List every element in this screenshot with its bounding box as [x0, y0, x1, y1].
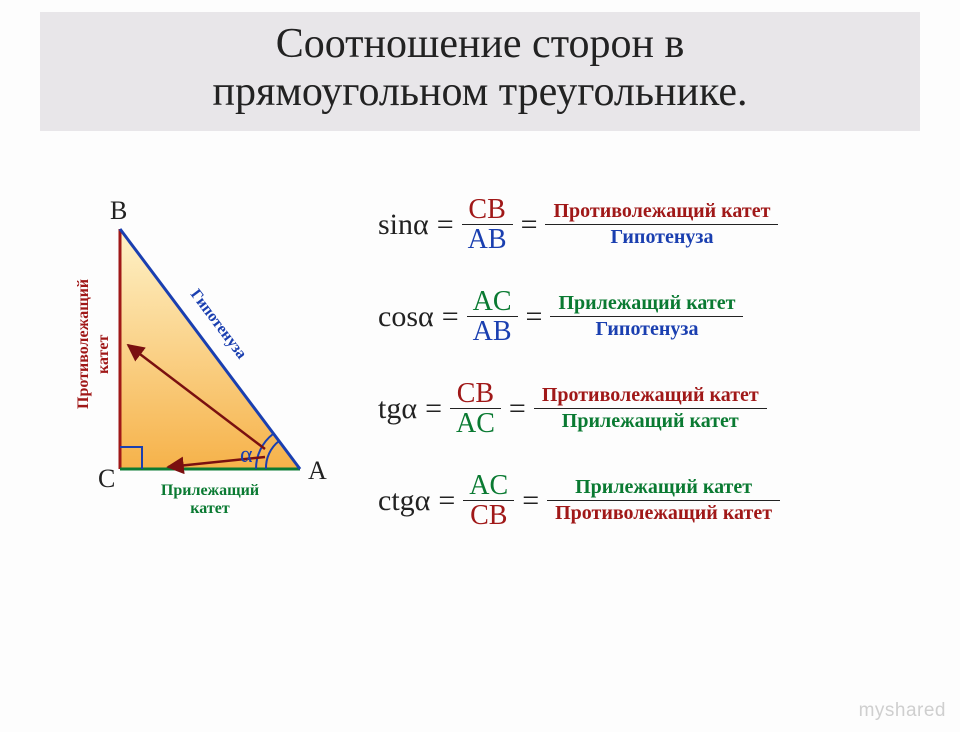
triangle-column: B C A α Противолежащий катет Гипотенуза … [50, 179, 350, 539]
denominator: AC [450, 409, 501, 438]
title-bar: Соотношение сторон в прямоугольном треуг… [40, 12, 920, 131]
equals: = [509, 392, 526, 426]
fn-name: cosα [378, 300, 434, 334]
ratio-sides: CBAB [462, 195, 513, 255]
equals: = [521, 208, 538, 242]
formula-row-ctgα: ctgα=ACCB=Прилежащий катетПротиволежащий… [378, 455, 910, 547]
ratio-sides: ACCB [463, 471, 514, 531]
equals: = [526, 300, 543, 334]
numerator-word: Противолежащий катет [534, 383, 767, 408]
equals: = [522, 484, 539, 518]
denominator-word: Гипотенуза [587, 317, 706, 342]
denominator: AB [467, 317, 518, 346]
denominator: AB [462, 225, 513, 254]
adjacent-label-2: катет [190, 500, 230, 517]
fn-name: ctgα [378, 484, 430, 518]
watermark: myshared [859, 700, 946, 722]
ratio-words: Прилежащий катетГипотенуза [550, 291, 743, 342]
ratio-words: Противолежащий катетПрилежащий катет [534, 383, 767, 434]
title-line-2: прямоугольном треугольнике. [213, 69, 748, 115]
formula-row-tgα: tgα=CBAC=Противолежащий катетПрилежащий … [378, 363, 910, 455]
numerator-word: Прилежащий катет [567, 475, 760, 500]
numerator-word: Прилежащий катет [550, 291, 743, 316]
alpha-label: α [240, 442, 253, 468]
denominator-word: Прилежащий катет [554, 409, 747, 434]
title-line-1: Соотношение сторон в [276, 21, 685, 67]
watermark-gray: myshared [859, 700, 946, 721]
numerator-word: Противолежащий катет [545, 199, 778, 224]
ratio-words: Прилежащий катетПротиволежащий катет [547, 475, 780, 526]
formula-row-cosα: cosα=ACAB=Прилежащий катетГипотенуза [378, 271, 910, 363]
equals: = [442, 300, 459, 334]
denominator: CB [464, 501, 513, 530]
ratio-words: Противолежащий катетГипотенуза [545, 199, 778, 250]
equals: = [438, 484, 455, 518]
adjacent-label-1: Прилежащий [161, 482, 259, 499]
vertex-a: A [308, 456, 327, 485]
numerator: AC [463, 471, 514, 500]
equals: = [437, 208, 454, 242]
formula-column: sinα=CBAB=Противолежащий катетГипотенуза… [378, 179, 910, 547]
fn-name: sinα [378, 208, 429, 242]
numerator: CB [462, 195, 511, 224]
formula-row-sinα: sinα=CBAB=Противолежащий катетГипотенуза [378, 179, 910, 271]
opposite-label-1: Противолежащий [75, 278, 92, 408]
vertex-b: B [110, 196, 127, 225]
numerator: CB [451, 379, 500, 408]
triangle-diagram: B C A α Противолежащий катет Гипотенуза … [50, 179, 350, 539]
ratio-sides: CBAC [450, 379, 501, 439]
opposite-label-2: катет [95, 334, 112, 374]
denominator-word: Противолежащий катет [547, 501, 780, 526]
numerator: AC [467, 287, 518, 316]
ratio-sides: ACAB [467, 287, 518, 347]
slide: Соотношение сторон в прямоугольном треуг… [0, 12, 960, 732]
denominator-word: Гипотенуза [602, 225, 721, 250]
fn-name: tgα [378, 392, 417, 426]
vertex-c: C [98, 464, 115, 493]
content-area: B C A α Противолежащий катет Гипотенуза … [50, 179, 910, 547]
slide-title: Соотношение сторон в прямоугольном треуг… [48, 20, 912, 117]
equals: = [425, 392, 442, 426]
